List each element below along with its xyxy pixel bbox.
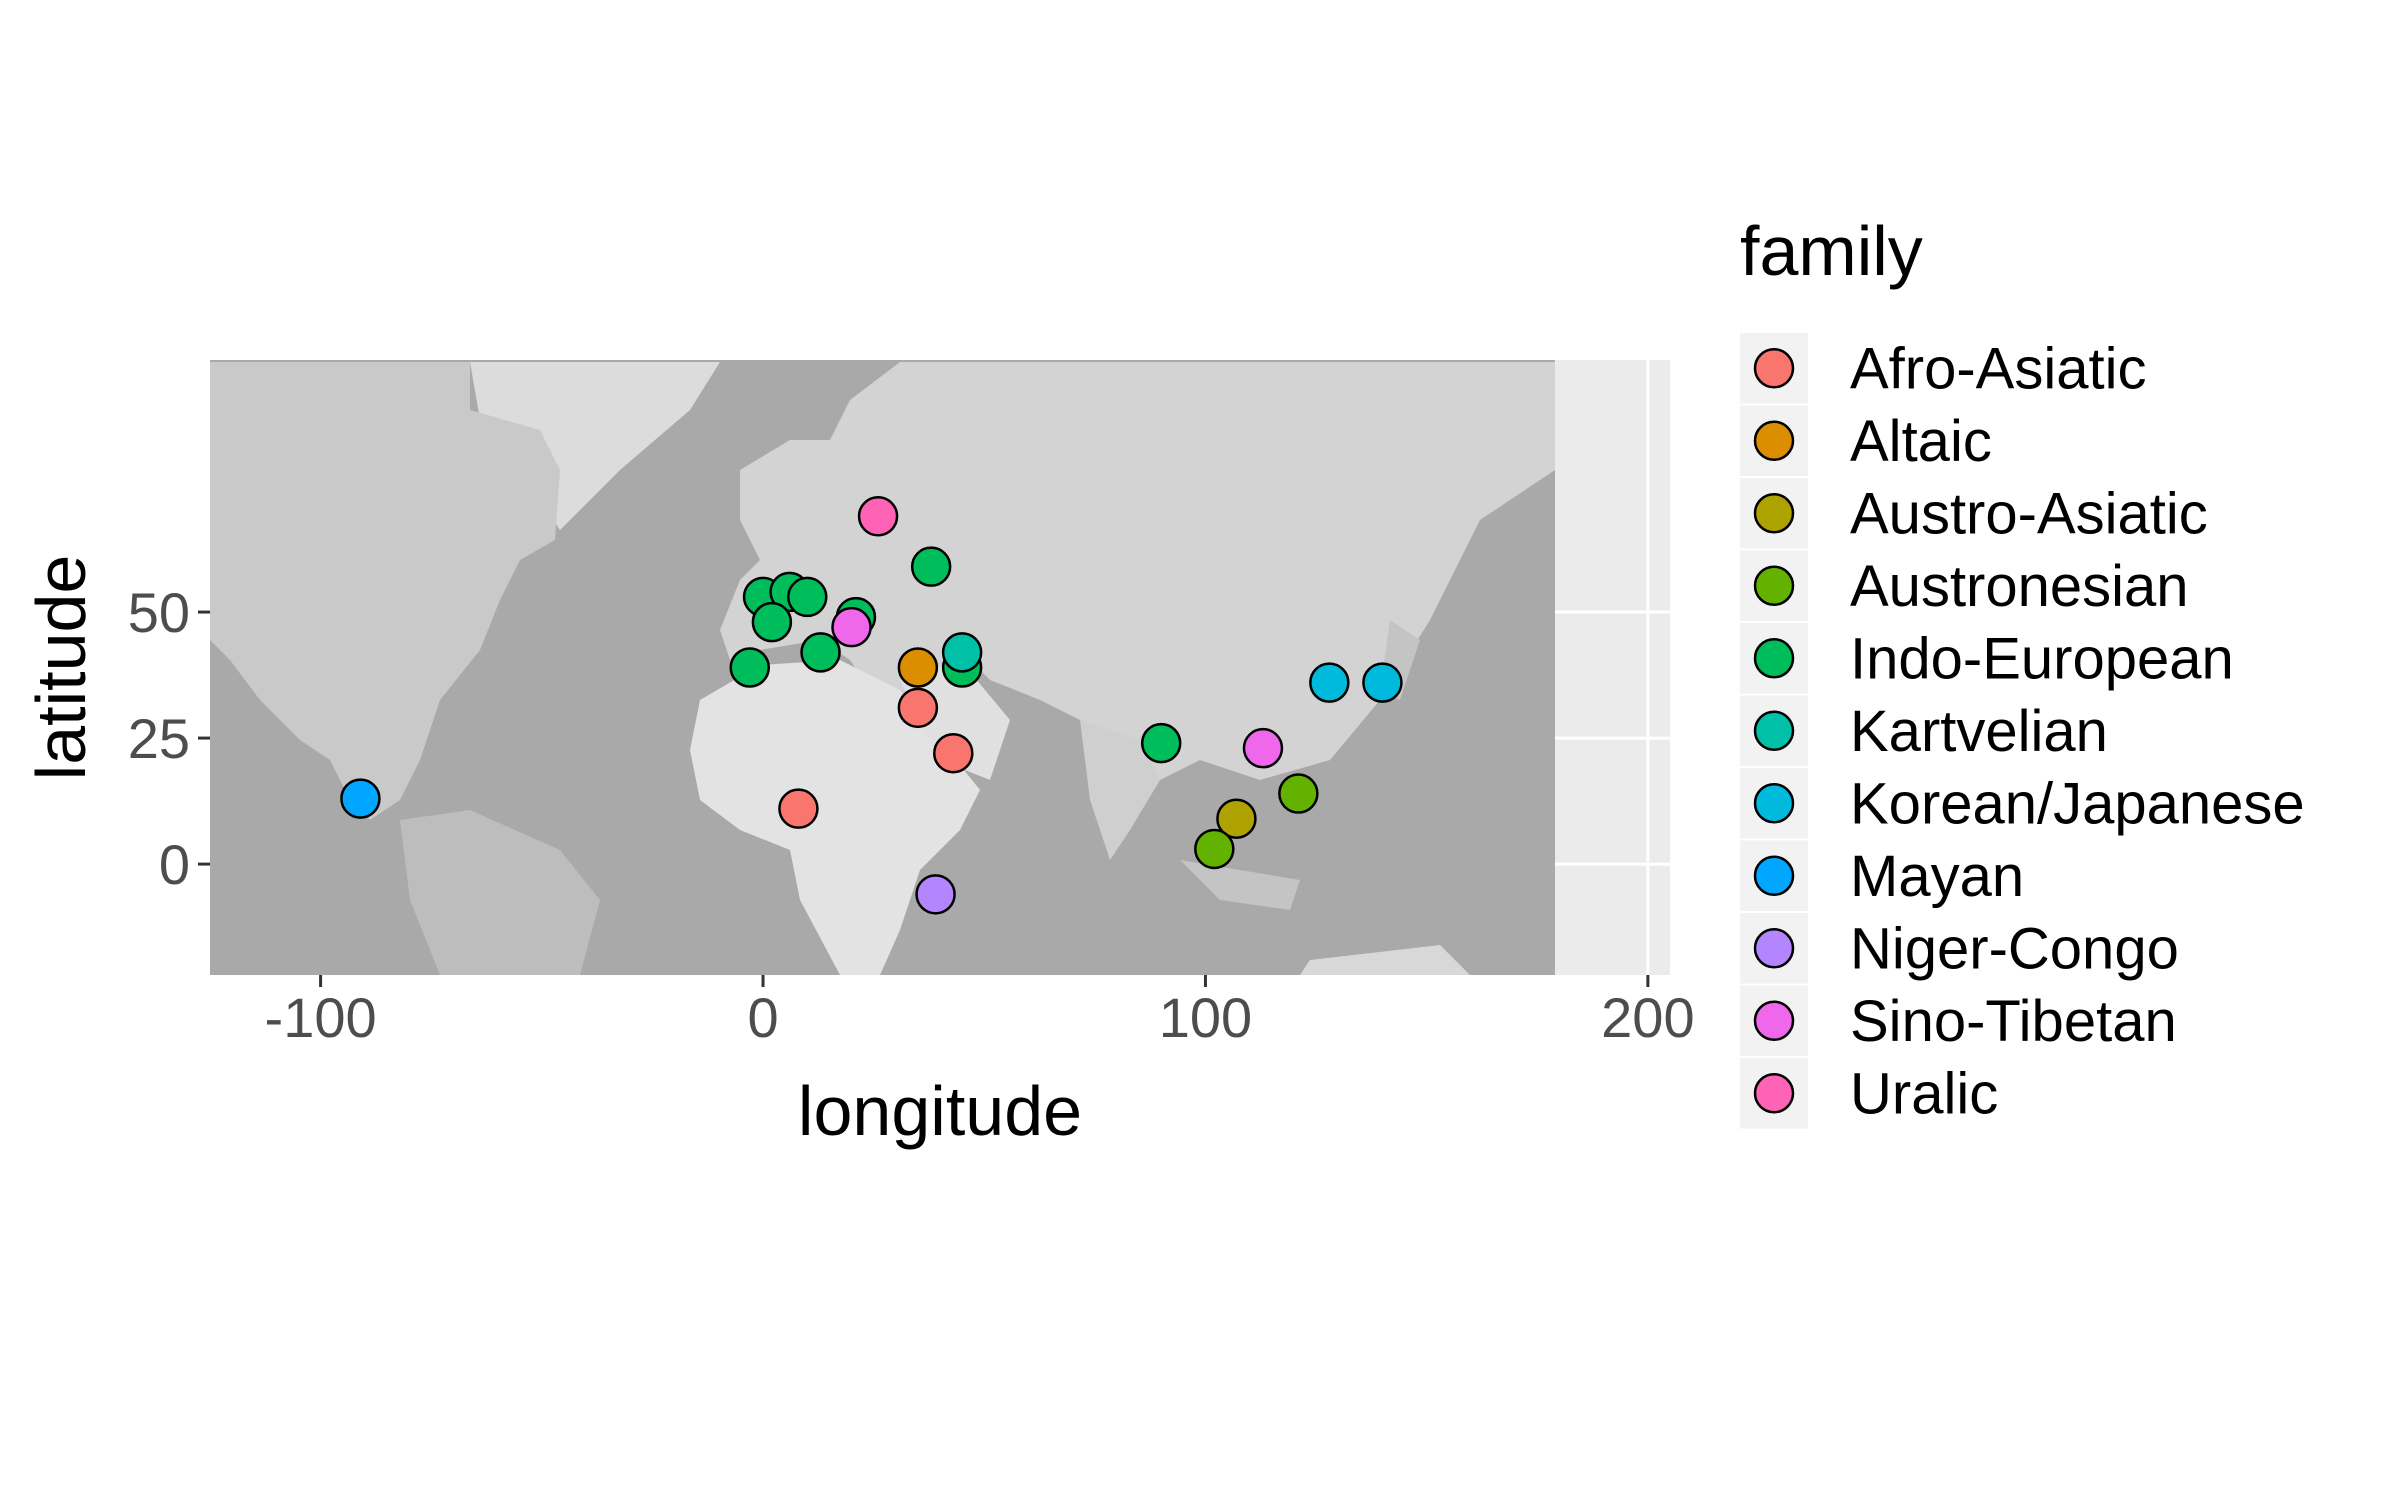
y-tick-label: 50 [128, 581, 190, 644]
legend-key-symbol [1753, 493, 1795, 534]
legend-key-symbol [1753, 1000, 1795, 1041]
legend-entry-label: Uralic [1850, 1061, 1998, 1126]
world-map-background [210, 360, 1555, 975]
legend-entry-label: Austro-Asiatic [1850, 481, 2208, 546]
data-point [1242, 727, 1284, 769]
y-tick-label: 25 [128, 707, 190, 770]
data-point [1278, 773, 1319, 814]
data-point [941, 632, 983, 673]
data-point [910, 546, 952, 587]
legend-entry-label: Altaic [1850, 409, 1992, 474]
map-land-australia [1300, 945, 1470, 975]
legend-key-symbol [1753, 420, 1795, 461]
legend-key-symbol [1753, 348, 1795, 389]
x-axis-title: longitude [798, 1072, 1082, 1150]
x-tick-label: 200 [1601, 986, 1694, 1049]
legend: family Afro-Asiatic Altaic Austro-Asiatic Au… [1740, 212, 2305, 1129]
data-point [751, 601, 793, 643]
y-tick-label: 0 [159, 833, 190, 896]
x-tick-label: -100 [265, 986, 377, 1049]
data-point [915, 874, 956, 915]
data-point [831, 606, 872, 648]
map-land-indonesia [1180, 860, 1300, 910]
legend-entry-label: Korean/Japanese [1850, 771, 2305, 836]
x-tick-label: 0 [747, 986, 778, 1049]
data-point [857, 496, 899, 537]
legend-entry-label: Indo-European [1850, 626, 2234, 691]
y-axis-title: latitude [22, 555, 100, 781]
data-point [729, 647, 771, 688]
legend-key-symbol [1753, 855, 1795, 896]
axes: -100 0 100 200 0 25 50 longitude latitude [22, 555, 1695, 1150]
legend-entry-label: Austronesian [1850, 554, 2189, 619]
map-land-india [1080, 720, 1160, 860]
data-point [787, 576, 828, 618]
legend-key-symbol [1753, 638, 1795, 679]
legend-key-symbol [1753, 710, 1795, 751]
map-land-arabia [900, 660, 1010, 780]
data-point [933, 732, 974, 774]
data-point [1309, 662, 1350, 703]
data-points [340, 496, 1403, 915]
legend-entry-label: Afro-Asiatic [1850, 336, 2147, 401]
legend-key-symbol [1753, 783, 1795, 824]
data-point [1362, 662, 1403, 703]
data-point [1140, 722, 1182, 764]
legend-entry-label: Niger-Congo [1850, 916, 2179, 981]
data-point [897, 687, 939, 729]
legend-key-symbol [1753, 565, 1795, 606]
legend-entry-label: Mayan [1850, 844, 2024, 909]
map-land-north-america [210, 362, 560, 820]
data-point [897, 647, 939, 688]
data-point [1194, 828, 1235, 870]
map-land-africa [690, 660, 980, 975]
data-point [340, 778, 381, 819]
legend-entry-label: Kartvelian [1850, 699, 2108, 764]
data-point [1216, 798, 1257, 839]
legend-key-symbol [1753, 928, 1795, 969]
map-land-south-america [400, 810, 600, 975]
legend-title: family [1740, 212, 1923, 290]
data-point [778, 788, 819, 829]
x-tick-label: 100 [1159, 986, 1252, 1049]
legend-entry-label: Sino-Tibetan [1850, 989, 2177, 1054]
data-point [800, 632, 841, 673]
legend-key-symbol [1753, 1073, 1795, 1114]
